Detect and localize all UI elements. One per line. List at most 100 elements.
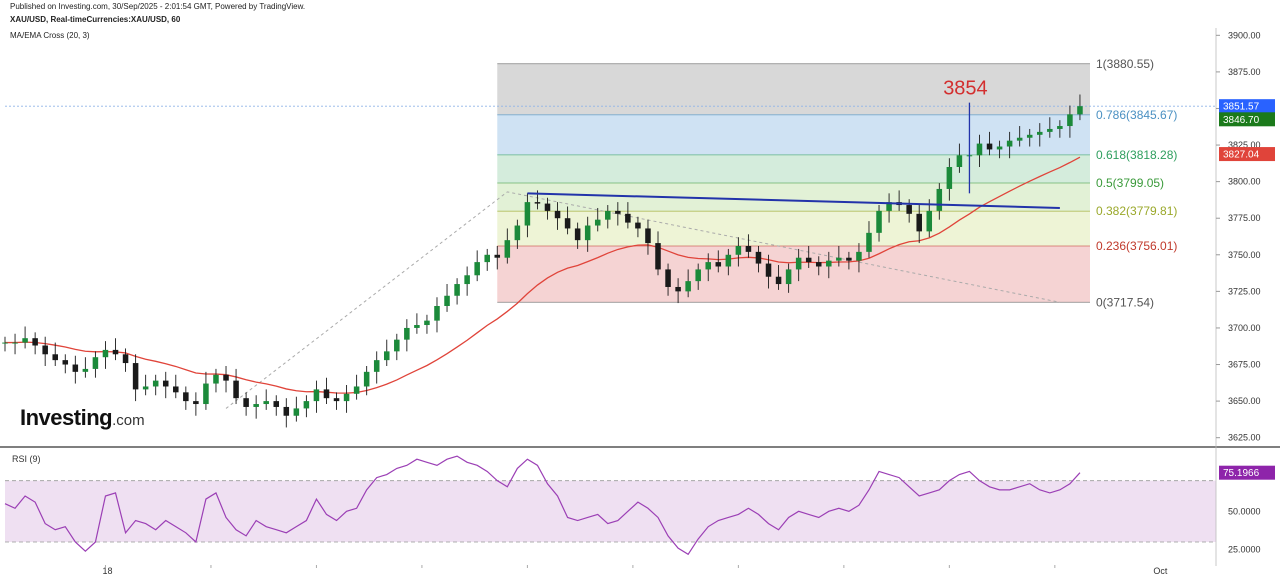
fib-label-0: 1(3880.55) (1096, 57, 1154, 71)
candle-body (42, 345, 48, 355)
candle-body (815, 262, 822, 267)
chart-header: Published on Investing.com, 30/Sep/2025 … (10, 0, 305, 42)
candle-body (956, 155, 963, 167)
candle (213, 368, 219, 393)
candle (715, 250, 722, 273)
candle (444, 284, 450, 312)
fib-label-1: 0.786(3845.67) (1096, 108, 1177, 122)
candle (725, 248, 732, 276)
candle-body (243, 398, 249, 407)
candle (62, 354, 69, 374)
candle-body (544, 203, 551, 211)
candle (102, 341, 109, 369)
candle-body (152, 380, 159, 387)
candle (434, 297, 440, 333)
candle (2, 336, 8, 352)
candle-body (826, 260, 832, 267)
candle (72, 355, 79, 384)
candle (735, 237, 742, 267)
candle (22, 326, 28, 349)
candle-body (223, 374, 229, 381)
candle-body (203, 383, 209, 405)
fib-label-6: 0(3717.54) (1096, 295, 1154, 309)
candle (785, 263, 792, 293)
candle-body (564, 218, 571, 229)
candle (856, 243, 862, 273)
candle-body (1057, 126, 1063, 129)
candle-body (1016, 137, 1023, 141)
candle-body (112, 349, 119, 355)
fib-label-3: 0.5(3799.05) (1096, 176, 1164, 190)
candle (645, 219, 651, 255)
candle (886, 193, 892, 223)
candle-body (193, 401, 199, 405)
dotted-trendline (225, 191, 1060, 409)
candle-body (183, 392, 189, 402)
candle (675, 278, 681, 304)
candle (514, 219, 521, 249)
candle-body (52, 354, 58, 361)
candle-body (1026, 134, 1033, 138)
candle-body (504, 240, 511, 258)
candle (594, 207, 601, 232)
candle (665, 263, 671, 296)
price-badge-bg (1219, 99, 1275, 114)
candle (775, 265, 782, 290)
candle-body (554, 210, 561, 219)
candle (363, 365, 370, 396)
candle (655, 231, 661, 276)
candle (695, 263, 701, 290)
candle (976, 134, 983, 167)
investing-logo: Investing.com (20, 405, 145, 431)
candle-body (635, 222, 641, 229)
candle-body (333, 398, 340, 402)
candle-body (263, 401, 269, 405)
candle-body (1006, 140, 1013, 147)
price-tick-label: 3875.00 (1228, 67, 1261, 77)
candle-body (454, 284, 460, 296)
candle (564, 206, 571, 235)
price-tick-label: 3625.00 (1228, 433, 1261, 443)
fib-band-0 (497, 63, 1090, 115)
candle (414, 313, 420, 334)
candle-body (805, 257, 812, 263)
candle (1026, 128, 1033, 147)
candle-body (303, 401, 310, 409)
candle-body (705, 262, 712, 270)
rsi-tick-label: 50.0000 (1228, 506, 1261, 516)
candle (313, 380, 320, 413)
rsi-band (5, 480, 1216, 542)
candle-body (866, 232, 872, 252)
candle-body (645, 228, 651, 244)
price-tick-label: 3900.00 (1228, 30, 1261, 40)
candle-body (213, 374, 219, 384)
candle-body (62, 360, 69, 365)
candle (203, 371, 209, 410)
fib-label-4: 0.382(3779.81) (1096, 204, 1177, 218)
price-tick-label: 3700.00 (1228, 323, 1261, 333)
fib-band-4 (497, 211, 1090, 246)
resistance-trendline (527, 192, 1060, 209)
candle-body (273, 401, 280, 407)
candle-body (474, 262, 480, 276)
candle (544, 197, 551, 220)
price-pane[interactable]: 1(3880.55) 0.786(3845.67) 0.618(3818.28) 0.… (2, 57, 1216, 428)
candle (343, 385, 350, 413)
candle (253, 395, 259, 419)
candle-body (283, 406, 290, 416)
rsi-pane[interactable]: RSI (9) (4, 454, 1216, 556)
candle-body (122, 354, 129, 364)
candle (323, 377, 330, 405)
price-badge-bg (1219, 147, 1275, 162)
candle-body (323, 389, 330, 399)
candle (1067, 105, 1073, 138)
rsi-tick-label: 25.0000 (1228, 545, 1261, 555)
candle (1006, 131, 1013, 159)
price-badge-label: 3827.04 (1223, 150, 1260, 161)
ema-line (5, 156, 1081, 394)
candle-body (514, 225, 521, 241)
price-tick-label: 3825.00 (1228, 140, 1261, 150)
candle-body (886, 202, 892, 211)
candle (635, 216, 641, 238)
